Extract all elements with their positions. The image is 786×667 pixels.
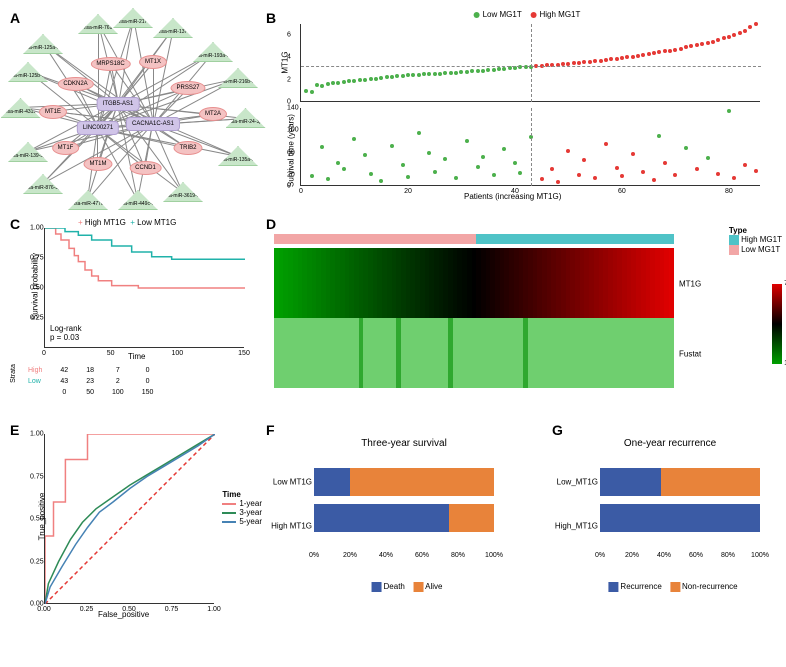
panel-c-legend: + High MT1G + Low MT1G — [78, 218, 176, 227]
type-low-swatch — [729, 245, 739, 255]
alive-text: Alive — [425, 582, 442, 591]
legend-low: Low MT1G — [137, 218, 176, 227]
roc-svg — [45, 434, 215, 604]
node-mrps18c: MRPS18C — [90, 57, 130, 71]
panel-f-bars: Low MT1GHigh MT1G0%20%40%60%80%100% — [314, 460, 494, 560]
node-hsa-mir-876-3p: hsa-miR-876-3p — [23, 174, 63, 194]
panel-b-top-plot: 0246 — [300, 24, 760, 102]
panel-c-label: C — [10, 216, 20, 232]
panel-g-label: G — [552, 422, 563, 438]
node-mt1x: MT1X — [139, 55, 167, 69]
panel-g: G One-year recurrence Low_MT1GHigh_MT1G0… — [550, 420, 786, 620]
legend-high-text: High MG1T — [539, 10, 580, 19]
node-linc00271: LINC00271 — [77, 121, 119, 135]
figure-grid: A hsa-miR-761hsa-miR-217hsa-miR-137hsa-m… — [8, 8, 778, 620]
heatmap: MT1GFustat — [274, 234, 674, 394]
node-mt2a: MT2A — [199, 107, 227, 121]
node-mt1f: MT1F — [52, 141, 80, 155]
node-hsa-mir-216b-5p: hsa-miR-216b-5p — [218, 68, 258, 88]
panel-g-legend: Recurrence Non-recurrence — [602, 582, 737, 592]
panel-b-ylabel-bottom: Survival time (years) — [287, 106, 296, 196]
type-high-text: High MG1T — [741, 235, 782, 244]
panel-c-xlabel: Time — [128, 352, 145, 361]
panel-f-label: F — [266, 422, 275, 438]
panel-b-label: B — [266, 10, 276, 26]
legend-high-dot — [530, 12, 536, 18]
rec-text: Recurrence — [620, 582, 661, 591]
panel-e: E True_positive False_positive Time1-yea… — [8, 420, 258, 620]
node-hsa-mir-4770: hsa-miR-4770 — [68, 190, 108, 210]
panel-b-legend: Low MG1T High MG1T — [474, 10, 581, 19]
heatmap-legend: Type High MG1T Low MG1T — [729, 226, 782, 255]
node-cdkn2a: CDKN2A — [57, 77, 93, 91]
roc-plot — [44, 434, 214, 604]
node-trib2: TRIB2 — [173, 141, 202, 155]
node-mt1m: MT1M — [84, 157, 113, 171]
logrank-label: Log-rank — [50, 324, 82, 333]
node-hsa-mir-193a-3p: hsa-miR-193a-3p — [193, 42, 233, 62]
panel-d-label: D — [266, 216, 276, 232]
legend-low-text: Low MG1T — [483, 10, 522, 19]
node-ccnd1: CCND1 — [129, 161, 162, 175]
panel-c-logrank: Log-rank p = 0.03 — [50, 324, 82, 342]
node-prss27: PRSS27 — [170, 81, 205, 95]
panel-b: B Low MG1T High MG1T 0246 02060100140020… — [264, 8, 786, 208]
panel-d: D MT1GFustat Type High MG1T Low MG1T 7 1 — [264, 214, 786, 414]
legend-low-dot — [474, 12, 480, 18]
death-swatch — [372, 582, 382, 592]
panel-f: F Three-year survival Low MT1GHigh MT1G0… — [264, 420, 544, 620]
node-hsa-mir-3619-5p: hsa-miR-3619-5p — [163, 182, 203, 202]
nonrec-text: Non-recurrence — [682, 582, 738, 591]
node-hsa-mir-137: hsa-miR-137 — [153, 18, 193, 38]
logrank-p: p = 0.03 — [50, 333, 82, 342]
panel-a-label: A — [10, 10, 20, 26]
panel-g-bars: Low_MT1GHigh_MT1G0%20%40%60%80%100% — [600, 460, 760, 560]
rec-swatch — [608, 582, 618, 592]
death-text: Death — [384, 582, 405, 591]
panel-b-xlabel: Patients (increasing MT1G) — [464, 192, 561, 201]
type-low-text: Low MG1T — [741, 245, 780, 254]
panel-a: A hsa-miR-761hsa-miR-217hsa-miR-137hsa-m… — [8, 8, 258, 208]
node-mt1e: MT1E — [39, 105, 67, 119]
node-hsa-mir-125b-5p: hsa-miR-125b-5p — [8, 62, 48, 82]
type-high-swatch — [729, 235, 739, 245]
legend-high: High MT1G — [85, 218, 126, 227]
nonrec-swatch — [670, 582, 680, 592]
panel-e-label: E — [10, 422, 19, 438]
panel-g-title: One-year recurrence — [624, 438, 716, 449]
panel-c: C + High MT1G + Low MT1G Survival probab… — [8, 214, 258, 414]
panel-b-bottom-plot: 02060100140020406080 — [300, 108, 760, 186]
node-itgb5-as1: ITGB5-AS1 — [97, 97, 140, 111]
panel-f-legend: Death Alive — [366, 582, 443, 592]
panel-f-title: Three-year survival — [361, 438, 447, 449]
risk-table: High421870Low432320050100150 — [18, 364, 163, 399]
alive-swatch — [413, 582, 423, 592]
panel-e-legend: Time1-year3-year5-year — [222, 490, 262, 526]
type-label: Type — [729, 226, 782, 235]
panel-b-ylabel-top: MT1G — [281, 51, 290, 73]
node-cacna1c-as1: CACNA1C-AS1 — [126, 117, 180, 131]
node-hsa-mir-761: hsa-miR-761 — [78, 14, 118, 34]
node-hsa-mir-217: hsa-miR-217 — [113, 8, 153, 28]
node-hsa-mir-125a-5p: hsa-miR-125a-5p — [23, 34, 63, 54]
node-hsa-mir-449c-5p: hsa-miR-449c-5p — [118, 190, 158, 210]
colorbar — [772, 284, 782, 364]
network-diagram: hsa-miR-761hsa-miR-217hsa-miR-137hsa-miR… — [8, 8, 258, 208]
